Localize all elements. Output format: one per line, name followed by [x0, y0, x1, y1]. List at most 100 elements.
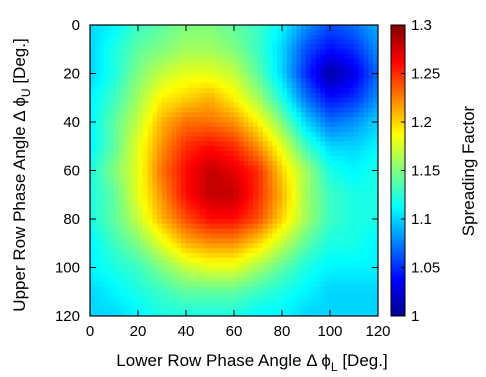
heatmap-cell — [354, 126, 360, 133]
heatmap-cell — [133, 209, 139, 215]
heatmap-cell — [190, 291, 197, 298]
heatmap-cell — [123, 73, 129, 79]
heatmap-cell — [267, 68, 273, 75]
heatmap-cell — [291, 248, 297, 254]
heatmap-cell — [339, 34, 345, 41]
heatmap-cell — [306, 233, 312, 239]
heatmap-cell — [344, 262, 350, 269]
heatmap-cell — [277, 301, 283, 307]
heatmap-cell — [277, 49, 283, 55]
heatmap-cell — [339, 78, 345, 84]
heatmap-cell — [205, 262, 211, 269]
heatmap-cell — [118, 122, 125, 128]
heatmap-cell — [219, 267, 225, 273]
heatmap-cell — [272, 214, 278, 220]
heatmap-cell — [253, 25, 259, 31]
heatmap-cell — [210, 136, 216, 142]
heatmap-cell — [214, 301, 221, 307]
heatmap-cell — [291, 233, 297, 239]
heatmap-cell — [171, 252, 177, 259]
heatmap-cell — [373, 49, 378, 55]
heatmap-cell — [152, 233, 158, 239]
heatmap-cell — [354, 219, 360, 225]
heatmap-cell — [152, 117, 158, 123]
heatmap-cell — [282, 122, 288, 128]
heatmap-cell — [301, 160, 307, 167]
heatmap-cell — [248, 277, 254, 283]
heatmap-cell — [152, 155, 158, 162]
heatmap-cell — [262, 296, 269, 303]
heatmap-cell — [296, 92, 302, 99]
heatmap-cell — [306, 25, 312, 31]
heatmap-cell — [190, 155, 197, 162]
heatmap-cell — [210, 306, 216, 312]
heatmap-cell — [310, 63, 317, 70]
heatmap-cell — [94, 175, 101, 181]
heatmap-cell — [306, 238, 312, 244]
heatmap-cell — [195, 58, 201, 65]
heatmap-cell — [301, 204, 307, 210]
heatmap-cell — [301, 311, 307, 316]
heatmap-cell — [200, 228, 206, 235]
heatmap-cell — [181, 248, 187, 254]
x-tick-label: 20 — [130, 323, 147, 340]
heatmap-cell — [162, 122, 168, 128]
heatmap-cell — [334, 252, 341, 259]
heatmap-cell — [171, 267, 177, 273]
heatmap-cell — [243, 58, 249, 65]
heatmap-cell — [258, 54, 264, 60]
heatmap-cell — [363, 291, 369, 298]
heatmap-cell — [176, 291, 182, 298]
heatmap-cell — [123, 146, 129, 152]
heatmap-cell — [368, 122, 374, 128]
heatmap-cell — [330, 209, 336, 215]
heatmap-cell — [258, 189, 264, 196]
heatmap-cell — [320, 257, 326, 264]
x-axis-label: Lower Row Phase Angle Δ ϕL [Deg.] — [116, 351, 387, 374]
heatmap-cell — [363, 25, 369, 31]
heatmap-cell — [277, 272, 283, 278]
heatmap-cell — [171, 92, 177, 99]
heatmap-cell — [171, 248, 177, 254]
heatmap-cell — [200, 262, 206, 269]
heatmap-cell — [363, 126, 369, 133]
heatmap-cell — [166, 238, 173, 244]
heatmap-cell — [286, 311, 293, 316]
heatmap-cell — [238, 301, 245, 307]
heatmap-cell — [368, 228, 374, 235]
heatmap-cell — [104, 291, 110, 298]
heatmap-cell — [349, 185, 355, 191]
heatmap-cell — [344, 248, 350, 254]
heatmap-cell — [118, 214, 125, 220]
heatmap-cell — [142, 262, 149, 269]
heatmap-cell — [114, 311, 120, 316]
heatmap-cell — [104, 194, 110, 201]
heatmap-cell — [339, 301, 345, 307]
heatmap-cell — [224, 262, 230, 269]
heatmap-cell — [224, 267, 230, 273]
heatmap-cell — [190, 39, 197, 45]
heatmap-cell — [330, 131, 336, 138]
heatmap-cell — [286, 160, 293, 167]
heatmap-cell — [128, 58, 134, 65]
heatmap-cell — [147, 306, 153, 312]
heatmap-cell — [234, 219, 240, 225]
heatmap-cell — [262, 146, 269, 152]
heatmap-cell — [238, 248, 245, 254]
heatmap-cell — [258, 219, 264, 225]
heatmap-cell — [243, 92, 249, 99]
heatmap-cell — [138, 238, 144, 244]
heatmap-cell — [195, 44, 201, 50]
heatmap-cell — [118, 248, 125, 254]
heatmap-cell — [205, 97, 211, 104]
heatmap-cell — [339, 272, 345, 278]
heatmap-cell — [272, 291, 278, 298]
heatmap-cell — [171, 73, 177, 79]
heatmap-cell — [114, 112, 120, 118]
heatmap-cell — [354, 257, 360, 264]
heatmap-cell — [354, 102, 360, 109]
heatmap-cell — [373, 160, 378, 167]
heatmap-cell — [334, 214, 341, 220]
heatmap-cell — [205, 39, 211, 45]
heatmap-cell — [94, 117, 101, 123]
